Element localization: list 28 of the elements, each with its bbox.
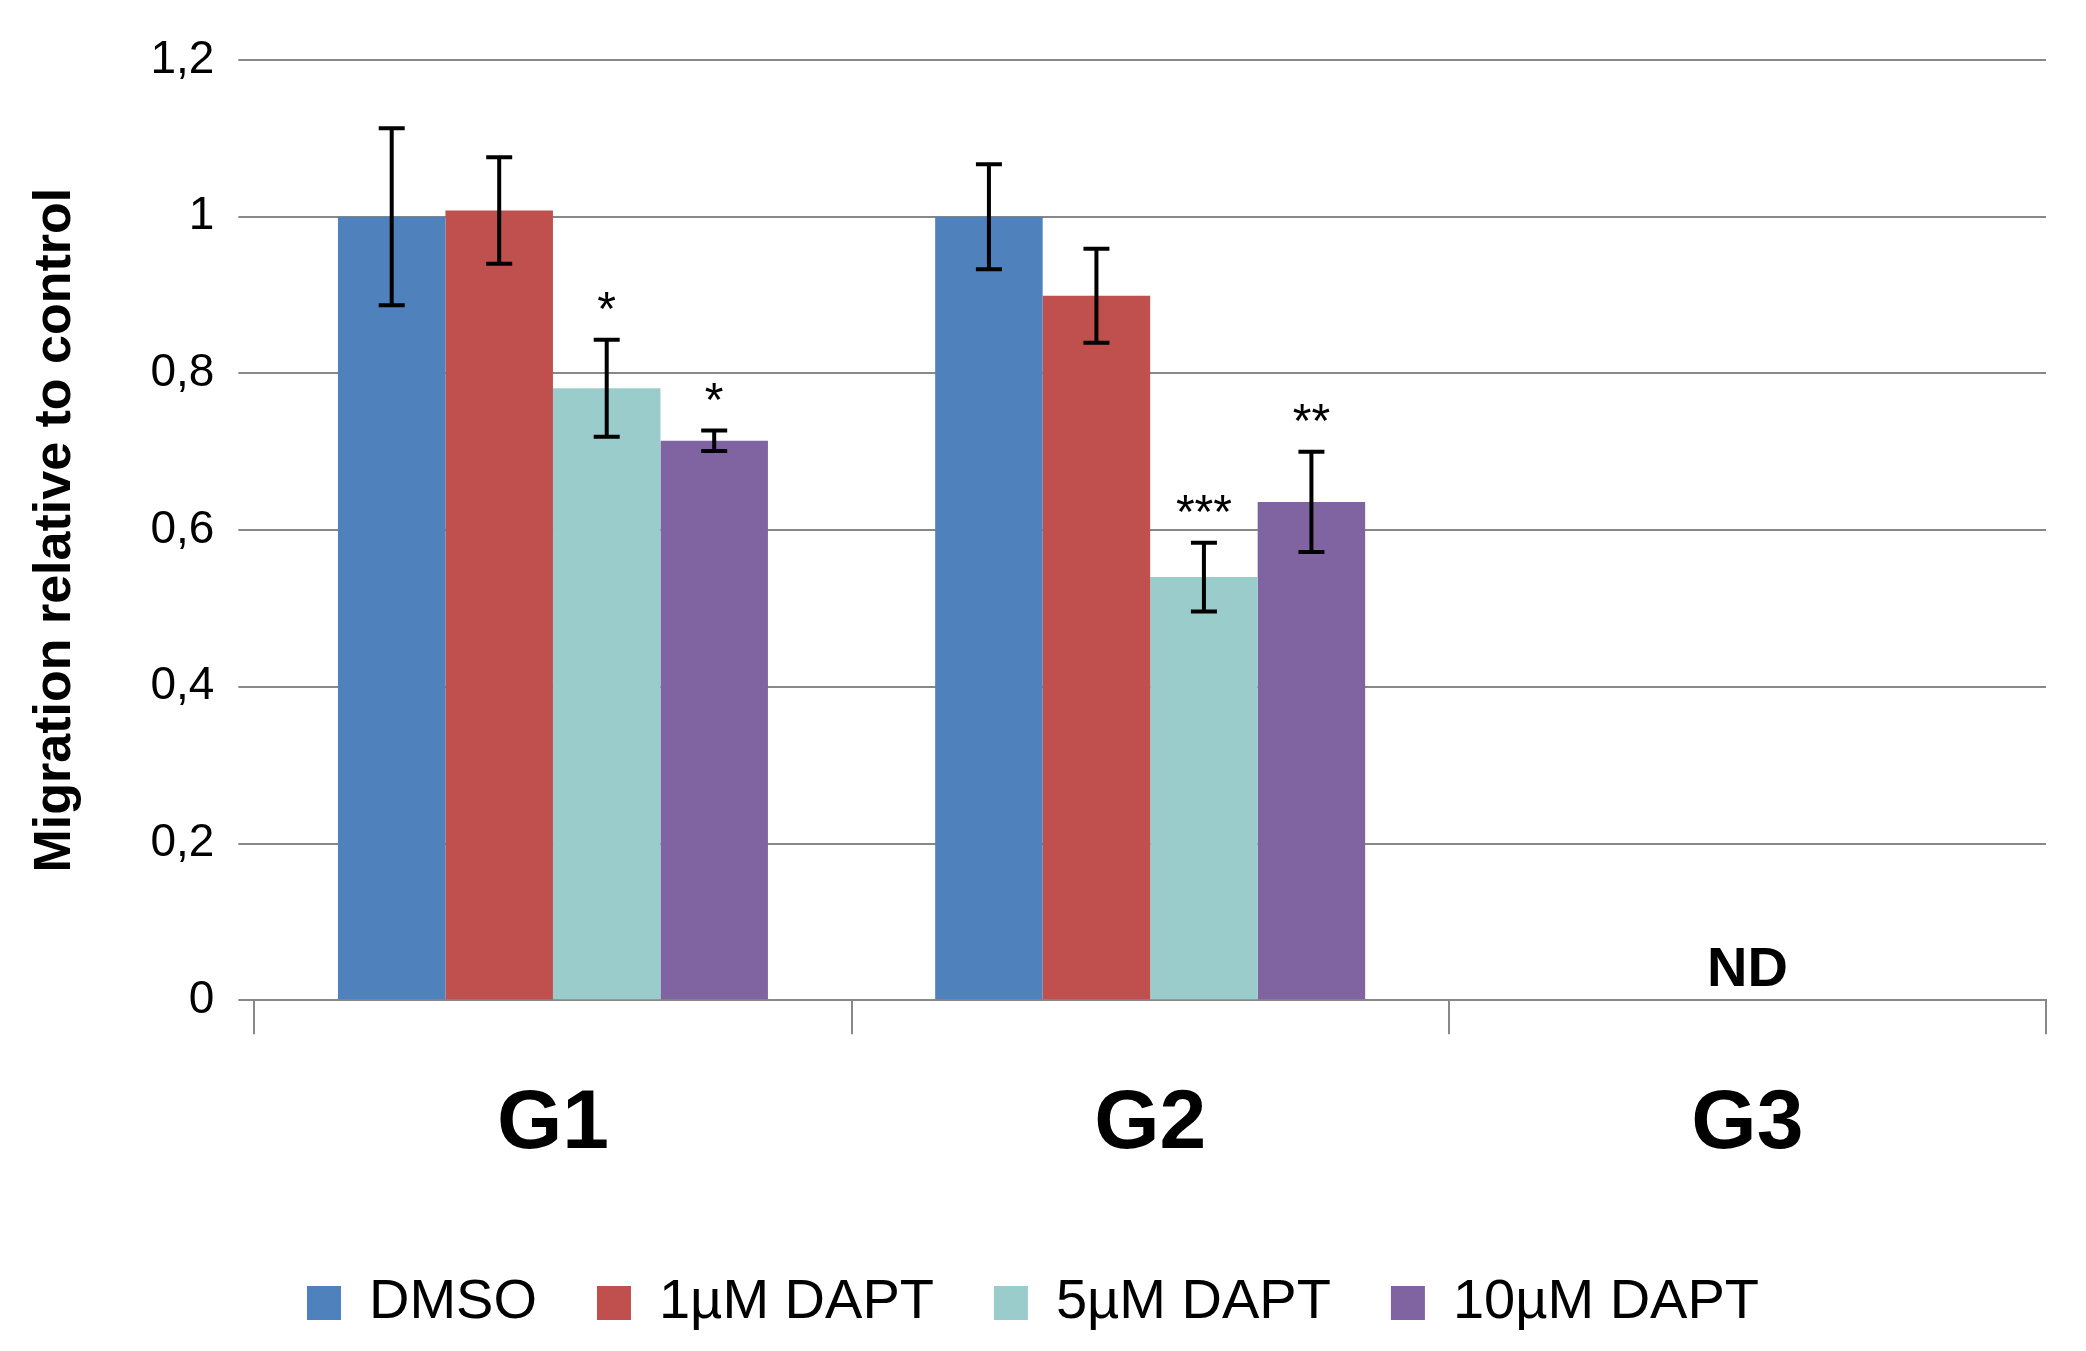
bar	[552, 388, 661, 1000]
data-label: *	[597, 281, 617, 335]
x-tick-label: G1	[496, 1071, 609, 1166]
y-tick-label: 0,6	[150, 500, 215, 553]
bar	[1150, 577, 1258, 1000]
y-tick-label: 0,8	[150, 344, 215, 397]
legend-label: DMSO	[368, 1267, 537, 1331]
y-axis-title: Migration relative to control	[22, 187, 81, 873]
bar	[660, 440, 768, 1000]
annotation: ND	[1706, 934, 1788, 998]
bar	[935, 216, 1043, 1000]
y-tick-label: 1,2	[150, 30, 215, 83]
legend-label: 1µM DAPT	[658, 1267, 934, 1331]
x-tick-label: G2	[1094, 1071, 1207, 1166]
bar	[1042, 295, 1151, 1000]
legend-label: 5µM DAPT	[1055, 1267, 1331, 1331]
data-label: **	[1292, 393, 1331, 447]
data-label: *	[704, 372, 724, 426]
y-tick-label: 0	[188, 970, 215, 1023]
y-tick-label: 0,2	[150, 814, 215, 867]
x-tick-label: G3	[1691, 1071, 1804, 1166]
bar	[1257, 501, 1366, 1000]
legend-label: 10µM DAPT	[1452, 1267, 1760, 1331]
y-tick-label: 1	[188, 187, 215, 240]
data-label: ***	[1175, 484, 1232, 538]
bar	[337, 216, 446, 1000]
y-tick-label: 0,4	[150, 657, 215, 710]
bar	[445, 210, 553, 1000]
